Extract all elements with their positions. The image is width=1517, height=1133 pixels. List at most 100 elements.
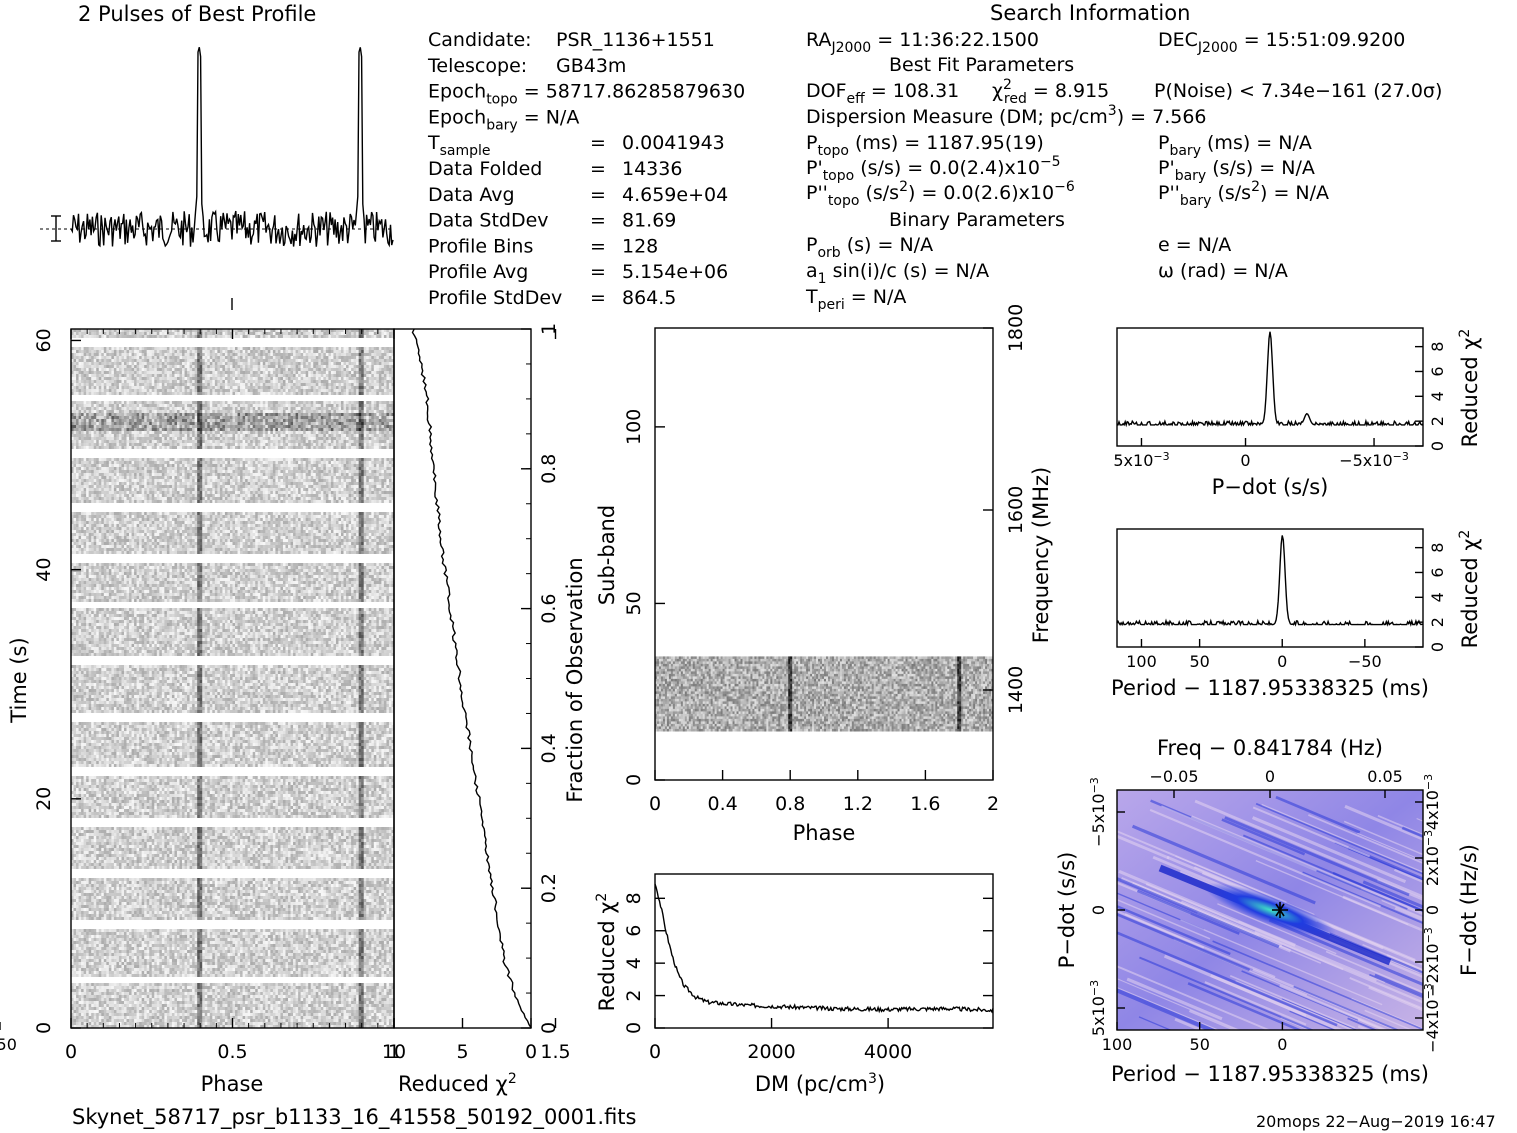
time-phase-cell xyxy=(338,425,341,428)
time-phase-cell xyxy=(180,335,183,338)
time-phase-cell xyxy=(318,359,321,362)
time-phase-cell xyxy=(313,368,316,371)
time-phase-cell xyxy=(86,422,89,425)
time-phase-cell xyxy=(265,407,268,410)
time-phase-cell xyxy=(338,404,341,407)
time-phase-cell xyxy=(283,392,286,395)
time-phase-cell xyxy=(235,419,238,422)
time-phase-cell xyxy=(134,425,137,428)
time-phase-cell xyxy=(177,362,180,365)
time-phase-cell xyxy=(114,380,117,383)
time-phase-cell xyxy=(381,416,384,419)
time-phase-cell xyxy=(137,413,140,416)
time-phase-cell xyxy=(255,362,258,365)
time-phase-cell xyxy=(207,425,210,428)
time-phase-cell xyxy=(384,359,387,362)
time-phase-cell xyxy=(222,368,225,371)
time-phase-cell xyxy=(162,392,165,395)
time-phase-cell xyxy=(99,332,102,335)
time-phase-cell xyxy=(270,389,273,392)
time-phase-cell xyxy=(265,353,268,356)
time-phase-cell xyxy=(157,356,160,359)
time-phase-cell xyxy=(157,404,160,407)
time-phase-cell xyxy=(230,347,233,350)
time-phase-cell xyxy=(210,350,213,353)
time-phase-cell xyxy=(185,332,188,335)
time-phase-cell xyxy=(255,377,258,380)
time-phase-cell xyxy=(200,359,203,362)
time-phase-cell xyxy=(142,365,145,368)
time-phase-cell xyxy=(174,416,177,419)
time-phase-cell xyxy=(132,353,135,356)
time-phase-cell xyxy=(109,407,112,410)
time-phase-cell xyxy=(134,422,137,425)
time-phase-cell xyxy=(147,401,150,404)
time-phase-cell xyxy=(308,359,311,362)
time-phase-cell xyxy=(346,380,349,383)
time-phase-cell xyxy=(142,371,145,374)
time-phase-cell xyxy=(280,365,283,368)
time-phase-cell xyxy=(169,419,172,422)
time-phase-cell xyxy=(147,386,150,389)
time-phase-cell xyxy=(333,416,336,419)
time-phase-cell xyxy=(366,419,369,422)
time-phase-cell xyxy=(296,404,299,407)
time-phase-cell xyxy=(187,377,190,380)
time-phase-cell xyxy=(182,380,185,383)
time-phase-cell xyxy=(190,386,193,389)
time-phase-cell xyxy=(116,404,119,407)
time-phase-cell xyxy=(283,362,286,365)
time-phase-cell xyxy=(210,332,213,335)
time-phase-cell xyxy=(174,383,177,386)
time-phase-cell xyxy=(174,347,177,350)
time-phase-cell xyxy=(180,383,183,386)
time-phase-cell xyxy=(227,392,230,395)
time-phase-cell xyxy=(313,371,316,374)
time-phase-cell xyxy=(235,371,238,374)
time-phase-cell xyxy=(328,386,331,389)
time-phase-cell xyxy=(354,407,357,410)
time-phase-cell xyxy=(81,386,84,389)
time-phase-cell xyxy=(144,422,147,425)
time-phase-cell xyxy=(288,365,291,368)
time-phase-cell xyxy=(296,425,299,428)
time-phase-cell xyxy=(76,404,79,407)
time-phase-cell xyxy=(74,356,77,359)
time-phase-cell xyxy=(192,380,195,383)
time-phase-cell xyxy=(366,413,369,416)
time-phase-cell xyxy=(162,350,165,353)
time-phase-cell xyxy=(238,350,241,353)
time-phase-cell xyxy=(86,383,89,386)
time-phase-cell xyxy=(106,386,109,389)
time-phase-cell xyxy=(260,371,263,374)
time-phase-cell xyxy=(187,404,190,407)
time-phase-cell xyxy=(79,335,82,338)
time-phase-cell xyxy=(109,389,112,392)
time-phase-cell xyxy=(260,335,263,338)
time-phase-cell xyxy=(114,419,117,422)
time-phase-cell xyxy=(84,371,87,374)
time-phase-cell xyxy=(225,392,228,395)
time-phase-cell xyxy=(245,380,248,383)
time-phase-cell xyxy=(323,380,326,383)
time-phase-cell xyxy=(227,407,230,410)
time-phase-cell xyxy=(217,365,220,368)
time-phase-cell xyxy=(374,332,377,335)
time-phase-cell xyxy=(164,362,167,365)
time-phase-cell xyxy=(240,347,243,350)
candidate-info-eq: = xyxy=(590,184,606,206)
time-phase-cell xyxy=(132,362,135,365)
time-phase-cell xyxy=(86,371,89,374)
time-phase-cell xyxy=(159,365,162,368)
time-phase-cell xyxy=(371,371,374,374)
time-phase-cell xyxy=(169,383,172,386)
time-phase-cell xyxy=(180,380,183,383)
time-phase-cell xyxy=(301,368,304,371)
time-phase-cell xyxy=(205,359,208,362)
time-phase-cell xyxy=(333,389,336,392)
time-phase-cell xyxy=(212,392,215,395)
time-phase-cell xyxy=(321,356,324,359)
time-phase-cell xyxy=(174,374,177,377)
time-phase-cell xyxy=(250,401,253,404)
time-phase-cell xyxy=(202,413,205,416)
